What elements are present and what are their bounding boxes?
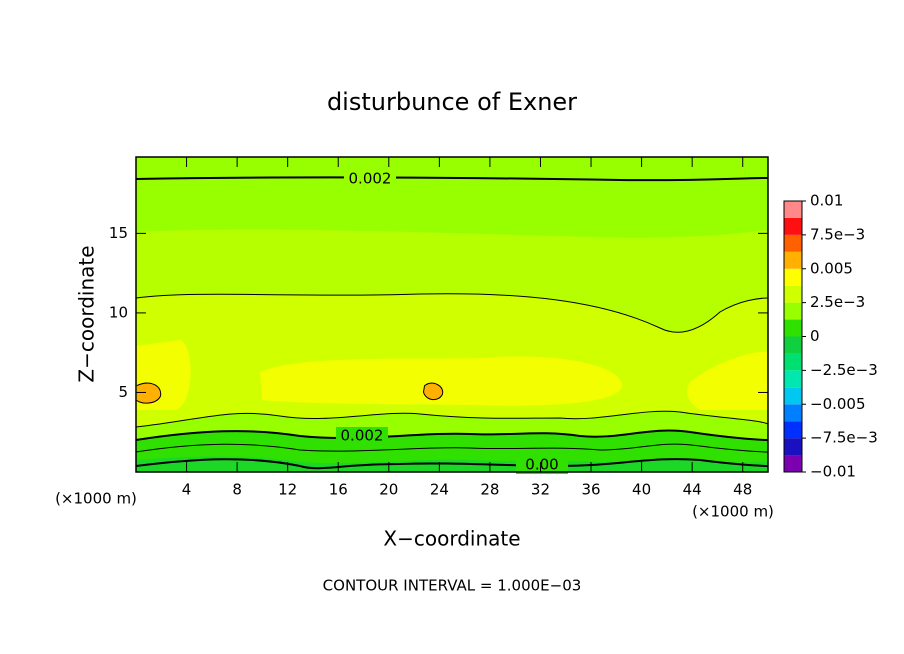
contour-label-bg	[344, 170, 396, 188]
colorbar-band	[784, 285, 802, 303]
contour-line	[135, 293, 769, 333]
contour-label: 0.00	[525, 456, 558, 474]
x-tick-label: 36	[581, 481, 600, 499]
colorbar-tick-label: −0.01	[810, 463, 856, 481]
contour-fill	[136, 340, 768, 410]
colorbar-band	[784, 268, 802, 286]
colorbar-tick-label: 7.5e−3	[810, 225, 865, 243]
contour-label: 0.002	[349, 170, 392, 188]
x-tick-label: 8	[232, 481, 242, 499]
colorbar-band	[784, 438, 802, 456]
colorbar-band	[784, 404, 802, 422]
chart-title: disturbunce of Exner	[327, 88, 577, 116]
axis-unit: (×1000 m)	[55, 490, 137, 508]
colorbar-band	[784, 370, 802, 388]
x-tick-label: 40	[632, 481, 651, 499]
x-tick-label: 32	[531, 481, 550, 499]
colorbar-band	[784, 336, 802, 354]
contour-line	[135, 429, 769, 441]
contour-line	[135, 176, 769, 182]
contour-label: 0.002	[341, 427, 384, 445]
colorbar-tick-label: −0.005	[810, 395, 866, 413]
x-axis-label: X−coordinate	[383, 527, 520, 551]
colorbar-tick-label: 0	[810, 327, 820, 345]
x-tick-label: 44	[683, 481, 702, 499]
contour-label-bg	[336, 427, 388, 445]
y-tick-label: 10	[109, 303, 128, 321]
colorbar-band	[784, 234, 802, 252]
x-tick-label: 16	[329, 481, 348, 499]
x-tick-label: 48	[733, 481, 752, 499]
colorbar-band	[784, 319, 802, 337]
colorbar-band	[784, 353, 802, 371]
colorbar-band	[784, 302, 802, 320]
x-tick-label: 4	[182, 481, 192, 499]
x-tick-label: 20	[379, 481, 398, 499]
colorbar-tick-label: 0.01	[810, 192, 843, 210]
colorbar-band	[784, 455, 802, 472]
colorbar-tick-label: −7.5e−3	[810, 429, 878, 447]
y-tick-label: 5	[118, 383, 128, 401]
plot-frame	[135, 156, 769, 473]
x-tick-label: 24	[430, 481, 449, 499]
colorbar-tick-label: 2.5e−3	[810, 293, 865, 311]
colorbar-tick-label: −2.5e−3	[810, 361, 878, 379]
colorbar-band	[784, 201, 802, 218]
colorbar-band	[784, 217, 802, 235]
y-tick-label: 15	[109, 224, 128, 242]
x-tick-label: 12	[278, 481, 297, 499]
contour-line	[135, 410, 769, 428]
colorbar-tick-label: 0.005	[810, 259, 853, 277]
contour-line	[135, 458, 769, 470]
axis-unit: (×1000 m)	[692, 503, 774, 521]
colorbar-band	[784, 421, 802, 439]
contour-line	[135, 443, 769, 453]
x-tick-label: 28	[480, 481, 499, 499]
footnote: CONTOUR INTERVAL = 1.000E−03	[323, 577, 582, 595]
y-axis-label: Z−coordinate	[75, 245, 99, 382]
contour-label-bg	[516, 456, 568, 474]
colorbar-band	[784, 251, 802, 269]
colorbar-band	[784, 387, 802, 405]
